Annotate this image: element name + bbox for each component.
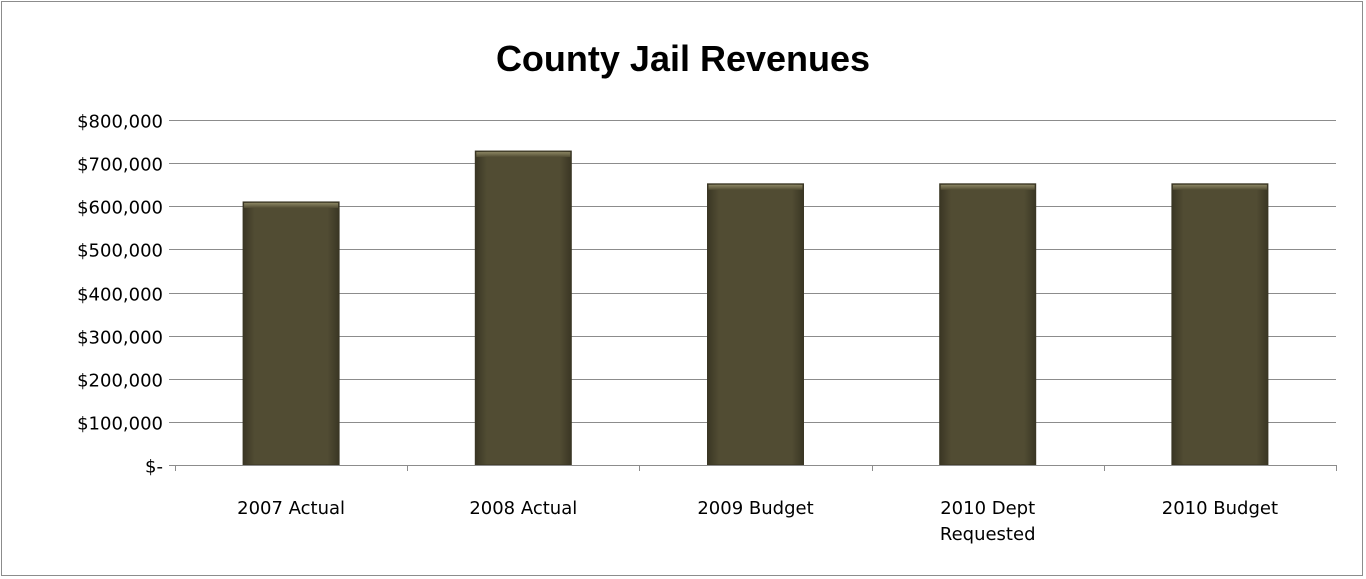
bar-highlight [940, 184, 1035, 190]
x-axis [175, 465, 1337, 471]
bar [242, 201, 340, 466]
x-tick-label: 2008 Actual [469, 498, 577, 519]
x-tick-label: 2009 Budget [697, 498, 813, 519]
bar-highlight [1172, 184, 1267, 190]
y-tick-label: $400,000 [77, 285, 163, 306]
bar [707, 183, 804, 466]
bar-highlight [244, 202, 339, 208]
x-axis-tick-labels: 2007 Actual 2008 Actual 2009 Budget 2010 De… [237, 498, 1278, 545]
bar [939, 183, 1037, 466]
x-tick-label: 2010 Budget [1162, 498, 1278, 519]
y-tick-label: $200,000 [77, 371, 163, 392]
y-tick-label: $100,000 [77, 414, 163, 435]
bar-highlight [708, 184, 803, 190]
y-tick-label: $300,000 [77, 328, 163, 349]
chart-title: County Jail Revenues [495, 38, 871, 79]
y-tick-label: $800,000 [77, 112, 163, 133]
y-tick-label: $600,000 [77, 198, 163, 219]
bar [1171, 183, 1269, 466]
y-axis-tick-labels: $- $100,000 $200,000 $300,000 $400,000 $500,0… [77, 112, 163, 478]
x-tick-label: 2010 Dept Requested [940, 498, 1036, 545]
y-tick-label: $700,000 [77, 155, 163, 176]
bars [242, 150, 1269, 466]
bar-highlight [476, 152, 571, 158]
y-tick-label: $500,000 [77, 241, 163, 262]
bar [474, 150, 572, 466]
y-tick-label: $- [145, 457, 163, 478]
x-tick-label: 2007 Actual [237, 498, 345, 519]
